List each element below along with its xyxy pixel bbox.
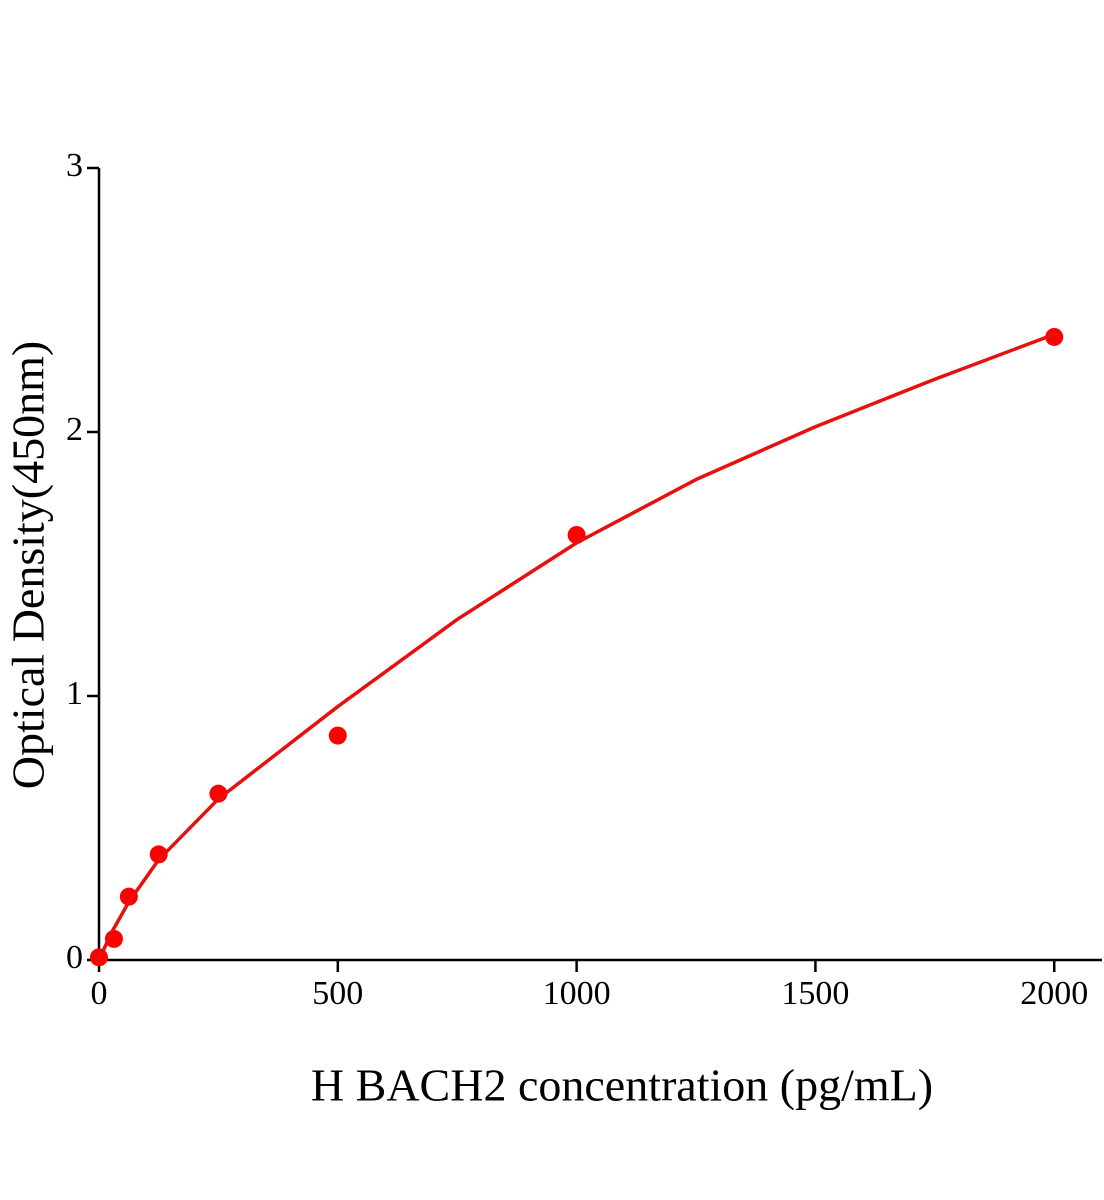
x-tick-label: 2000 <box>1020 975 1088 1012</box>
data-point <box>119 887 138 906</box>
y-axis-title: Optical Density(450nm) <box>3 341 54 789</box>
y-tick-label: 2 <box>66 411 83 448</box>
x-tick-label: 1500 <box>781 975 849 1012</box>
x-axis-title: H BACH2 concentration (pg/mL) <box>311 1060 933 1111</box>
x-tick-label: 500 <box>312 975 363 1012</box>
y-tick-label: 3 <box>66 147 83 184</box>
x-tick-label: 0 <box>91 975 108 1012</box>
data-point <box>328 726 347 745</box>
y-tick-label: 0 <box>66 939 83 976</box>
fit-curve <box>97 332 1055 961</box>
data-point <box>149 845 168 864</box>
data-point <box>209 784 228 803</box>
data-point <box>1045 327 1064 346</box>
y-tick-label: 1 <box>66 675 83 712</box>
x-tick-label: 1000 <box>543 975 611 1012</box>
